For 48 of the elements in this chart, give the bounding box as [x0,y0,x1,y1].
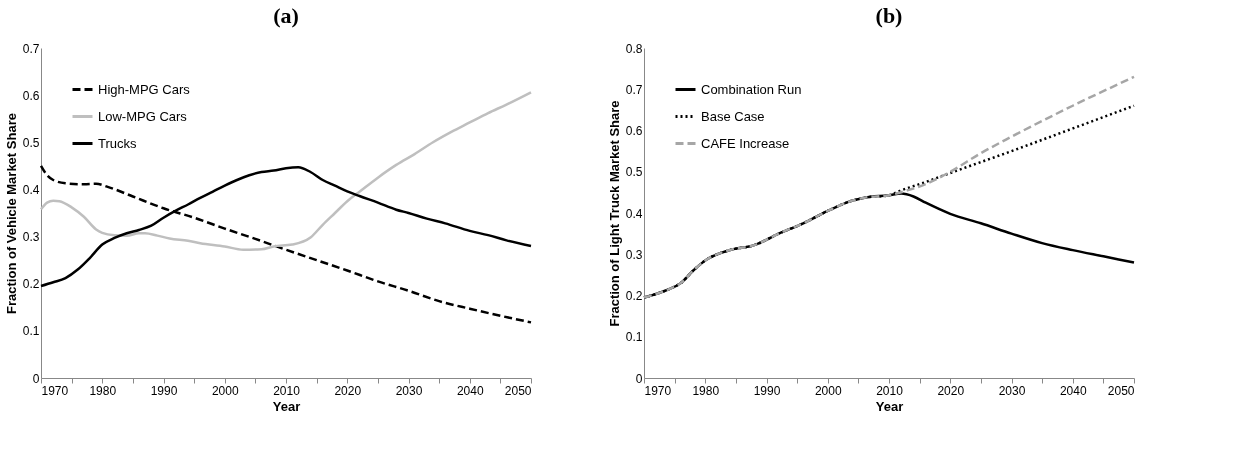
x-tick-label: 2040 [456,383,484,398]
y-tick-label: 0.5 [625,165,643,180]
legend-label: CAFE Increase [701,135,790,151]
line-series [39,164,533,324]
x-axis-title: Year [875,398,904,414]
y-tick-label: 0 [32,371,40,386]
y-tick-label: 0.8 [625,41,643,56]
legend-label: Trucks [98,135,138,151]
x-tick-label: 2050 [1107,383,1135,398]
x-tick-label: 1990 [150,383,178,398]
x-tick-label: 2030 [998,383,1026,398]
y-tick-label: 0.1 [625,330,643,345]
x-tick-label: 1980 [692,383,720,398]
y-tick-label: 0.7 [625,82,643,97]
y-tick-label: 0.1 [22,324,40,339]
y-tick-label: 0.4 [22,182,40,197]
y-tick-label: 0 [635,371,643,386]
legend-label: High-MPG Cars [98,81,191,97]
x-axis-title: Year [272,398,301,414]
legend-label: Base Case [701,108,765,124]
x-tick-label: 2020 [334,383,362,398]
y-tick-label: 0.7 [22,41,40,56]
y-axis-title: Fraction of Vehicle Market Share [3,113,19,314]
x-tick-label: 2000 [211,383,239,398]
x-tick-label: 2030 [395,383,423,398]
x-tick-label: 2050 [504,383,532,398]
x-tick-label: 1970 [41,383,69,398]
y-tick-label: 0.2 [625,289,643,303]
y-tick-label: 0.3 [625,247,643,262]
chart-title: (a) [273,3,299,28]
x-tick-label: 1970 [644,383,672,398]
legend-label: Low-MPG Cars [98,108,188,124]
x-tick-label: 1980 [89,383,117,398]
x-tick-label: 2010 [876,383,904,398]
y-tick-label: 0.6 [625,124,643,138]
x-tick-label: 2040 [1059,383,1087,398]
legend-label: Combination Run [701,81,802,97]
y-tick-label: 0.2 [22,277,40,292]
y-tick-label: 0.4 [625,206,643,221]
chart-title: (b) [875,3,903,28]
y-tick-label: 0.6 [22,88,40,103]
x-tick-label: 1990 [753,383,781,398]
x-tick-label: 2010 [273,383,301,398]
x-tick-label: 2020 [937,383,965,398]
y-tick-label: 0.5 [22,135,40,150]
y-tick-label: 0.3 [22,230,40,245]
x-tick-label: 2000 [814,383,842,398]
y-axis-title: Fraction of Light Truck Market Share [606,100,622,327]
